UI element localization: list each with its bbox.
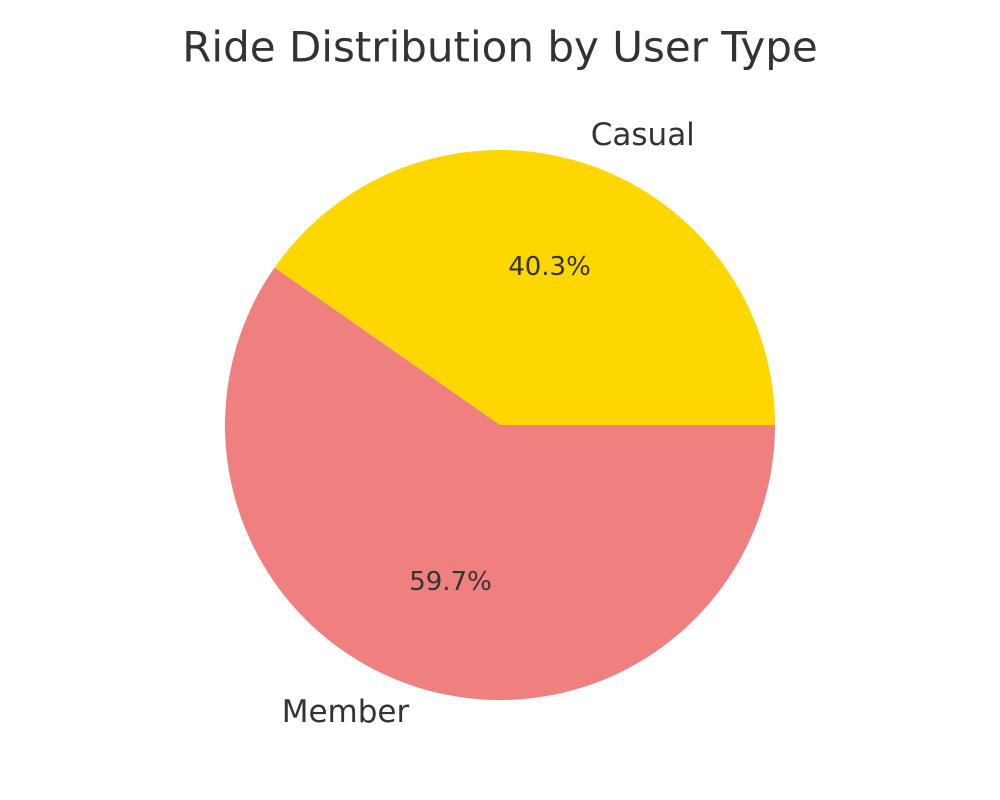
slice-label-member: Member (282, 694, 410, 730)
pie-slice-casual (274, 150, 775, 425)
slice-label-casual: Casual (591, 117, 695, 153)
chart-title: Ride Distribution by User Type (182, 23, 818, 72)
pie-slices (224, 150, 775, 701)
pie-slice-member (224, 267, 775, 701)
slice-percent-member: 59.7% (409, 567, 492, 597)
pie-labels: Casual 40.3% Member 59.7% (282, 117, 695, 730)
slice-percent-casual: 40.3% (508, 252, 591, 282)
